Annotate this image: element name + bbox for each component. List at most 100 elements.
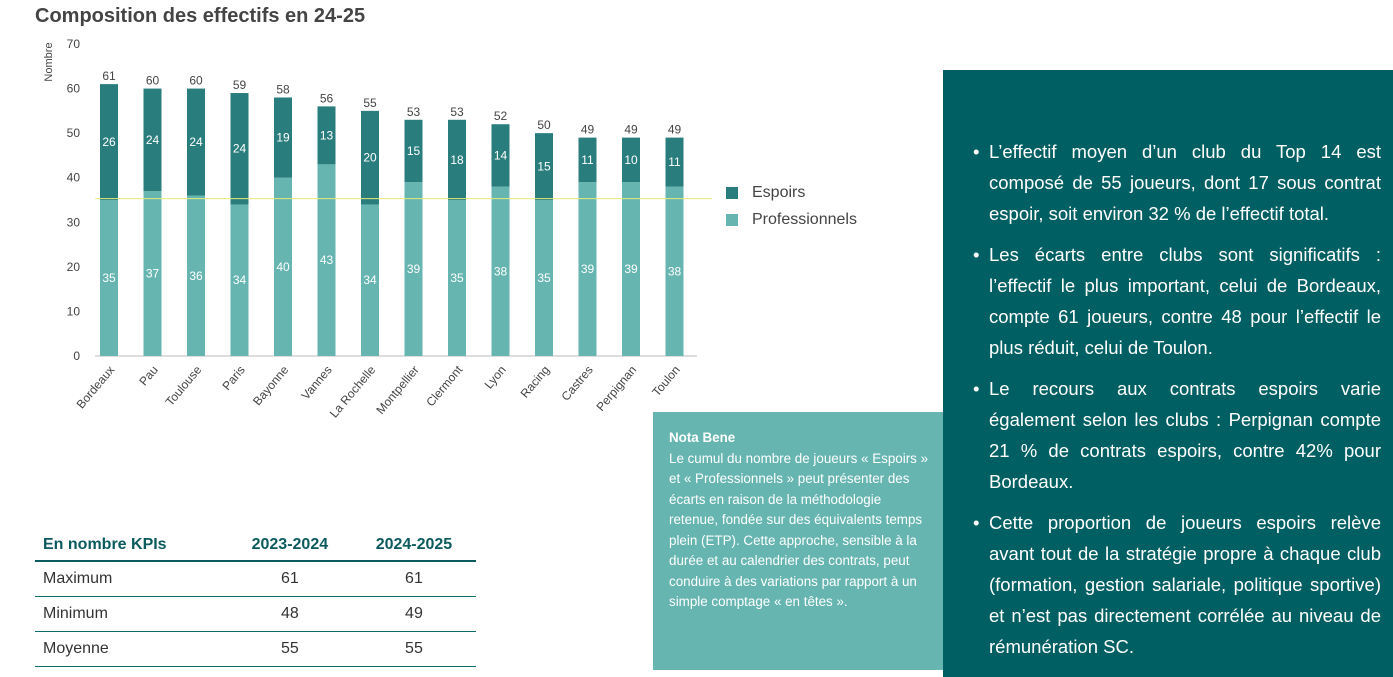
data-label-professionnels: 34 [233,273,247,287]
data-label-espoirs: 24 [146,133,160,147]
bar-professionnels [448,200,466,356]
data-label-professionnels: 36 [189,269,203,283]
table-cell: Maximum [35,561,228,597]
table-cell: Minimum [35,596,228,632]
bar-espoirs [361,110,379,205]
bar-espoirs [622,137,640,183]
data-label-professionnels: 40 [276,260,290,274]
data-label-espoirs: 20 [363,151,377,165]
table-cell: 55 [351,631,476,667]
data-label-total: 55 [363,96,377,110]
data-label-total: 53 [450,105,464,119]
bar-espoirs [100,84,118,200]
x-tick-label: La Rochelle [327,363,379,420]
table-cell: 49 [351,596,476,632]
x-tick-label: Lyon [482,363,509,392]
data-label-professionnels: 39 [624,262,638,276]
bar-professionnels [491,186,510,356]
data-label-total: 56 [320,91,334,105]
data-label-professionnels: 38 [494,264,508,278]
bar-espoirs [491,124,510,187]
data-label-total: 52 [494,109,508,123]
stacked-bar-chart: 0 10 20 30 40 50 60 70 Nombre 35 26 61 Bordeaux 37 24 6… [43,37,712,420]
data-label-espoirs: 26 [102,135,116,149]
y-tick-label: 10 [67,304,81,318]
x-tick-label: Racing [518,363,553,401]
data-label-professionnels: 38 [668,264,682,278]
nota-bene-box: Nota Bene Le cumul du nombre de joueurs … [653,412,943,670]
data-label-espoirs: 24 [189,135,203,149]
data-label-espoirs: 18 [450,153,464,167]
summary-bullet: Cette proportion de joueurs espoirs relè… [973,507,1381,662]
legend-swatch-espoirs [726,187,738,199]
data-label-total: 49 [624,123,638,137]
data-label-espoirs: 10 [624,153,638,167]
table-cell: 61 [227,561,352,597]
chart-title: Composition des effectifs en 24-25 [35,5,366,27]
table-cell: 61 [351,561,476,597]
y-tick-label: 50 [67,126,81,140]
legend-item-espoirs: Espoirs [726,184,805,202]
x-tick-label: Pau [136,363,160,388]
summary-bullet: L’effectif moyen d’un club du Top 14 est… [973,136,1381,229]
table-cell: 55 [227,631,352,667]
bar-professionnels [100,200,118,356]
data-label-professionnels: 43 [320,253,334,267]
data-label-professionnels: 34 [363,273,377,287]
data-label-espoirs: 13 [320,128,334,142]
summary-bullet: Le recours aux contrats espoirs varie ég… [973,373,1381,497]
data-label-total: 60 [189,74,203,88]
x-tick-label: Clermont [423,362,465,409]
y-tick-label: 20 [67,260,81,274]
table-row: Maximum 61 61 [35,561,476,597]
data-label-espoirs: 11 [668,155,681,169]
summary-panel: L’effectif moyen d’un club du Top 14 est… [943,70,1393,677]
y-tick-label: 30 [67,215,81,229]
x-tick-label: Castres [558,363,595,404]
kpi-table: En nombre KPIs 2023-2024 2024-2025 Maxim… [35,530,476,667]
x-tick-label: Toulouse [163,363,205,409]
x-tick-label: Bordeaux [74,363,118,411]
bar-espoirs [578,137,597,183]
y-tick-label: 70 [67,37,81,51]
y-tick-label: 60 [67,82,81,96]
legend-swatch-professionnels [726,214,738,226]
table-header: 2023-2024 [227,530,352,562]
bar-espoirs [535,133,553,200]
data-label-professionnels: 39 [581,262,595,276]
legend-label: Espoirs [752,184,806,201]
table-row: Moyenne 55 55 [35,631,476,667]
bar-professionnels [317,164,336,356]
x-tick-label: Montpellier [373,363,421,417]
x-tick-label: Toulon [649,363,682,399]
data-label-total: 58 [276,82,290,96]
data-label-espoirs: 11 [581,153,594,167]
x-tick-label: Vannes [298,363,334,402]
bar-professionnels [404,182,423,356]
bar-espoirs [448,119,466,200]
data-label-espoirs: 24 [233,142,247,156]
nota-bene-title: Nota Bene [669,430,736,445]
data-label-professionnels: 37 [146,267,160,281]
data-label-total: 53 [407,105,421,119]
table-header: En nombre KPIs [35,530,228,562]
bar-professionnels [578,182,597,356]
table-header: 2024-2025 [351,530,476,562]
data-label-espoirs: 15 [537,160,551,174]
bar-espoirs [230,93,249,205]
bar-espoirs [187,88,205,196]
data-label-total: 60 [146,74,160,88]
bar-espoirs [317,106,336,165]
data-label-total: 49 [668,123,682,137]
bar-professionnels [665,186,684,356]
y-tick-label: 40 [67,171,81,185]
legend-label: Professionnels [752,211,857,228]
data-label-total: 49 [581,123,595,137]
table-cell: Moyenne [35,631,228,667]
x-tick-label: Bayonne [250,363,291,409]
table-header-row: En nombre KPIs 2023-2024 2024-2025 [35,530,476,562]
bar-professionnels [230,204,249,356]
data-label-professionnels: 35 [537,271,551,285]
data-label-professionnels: 35 [450,271,464,285]
bar-professionnels [622,182,640,356]
